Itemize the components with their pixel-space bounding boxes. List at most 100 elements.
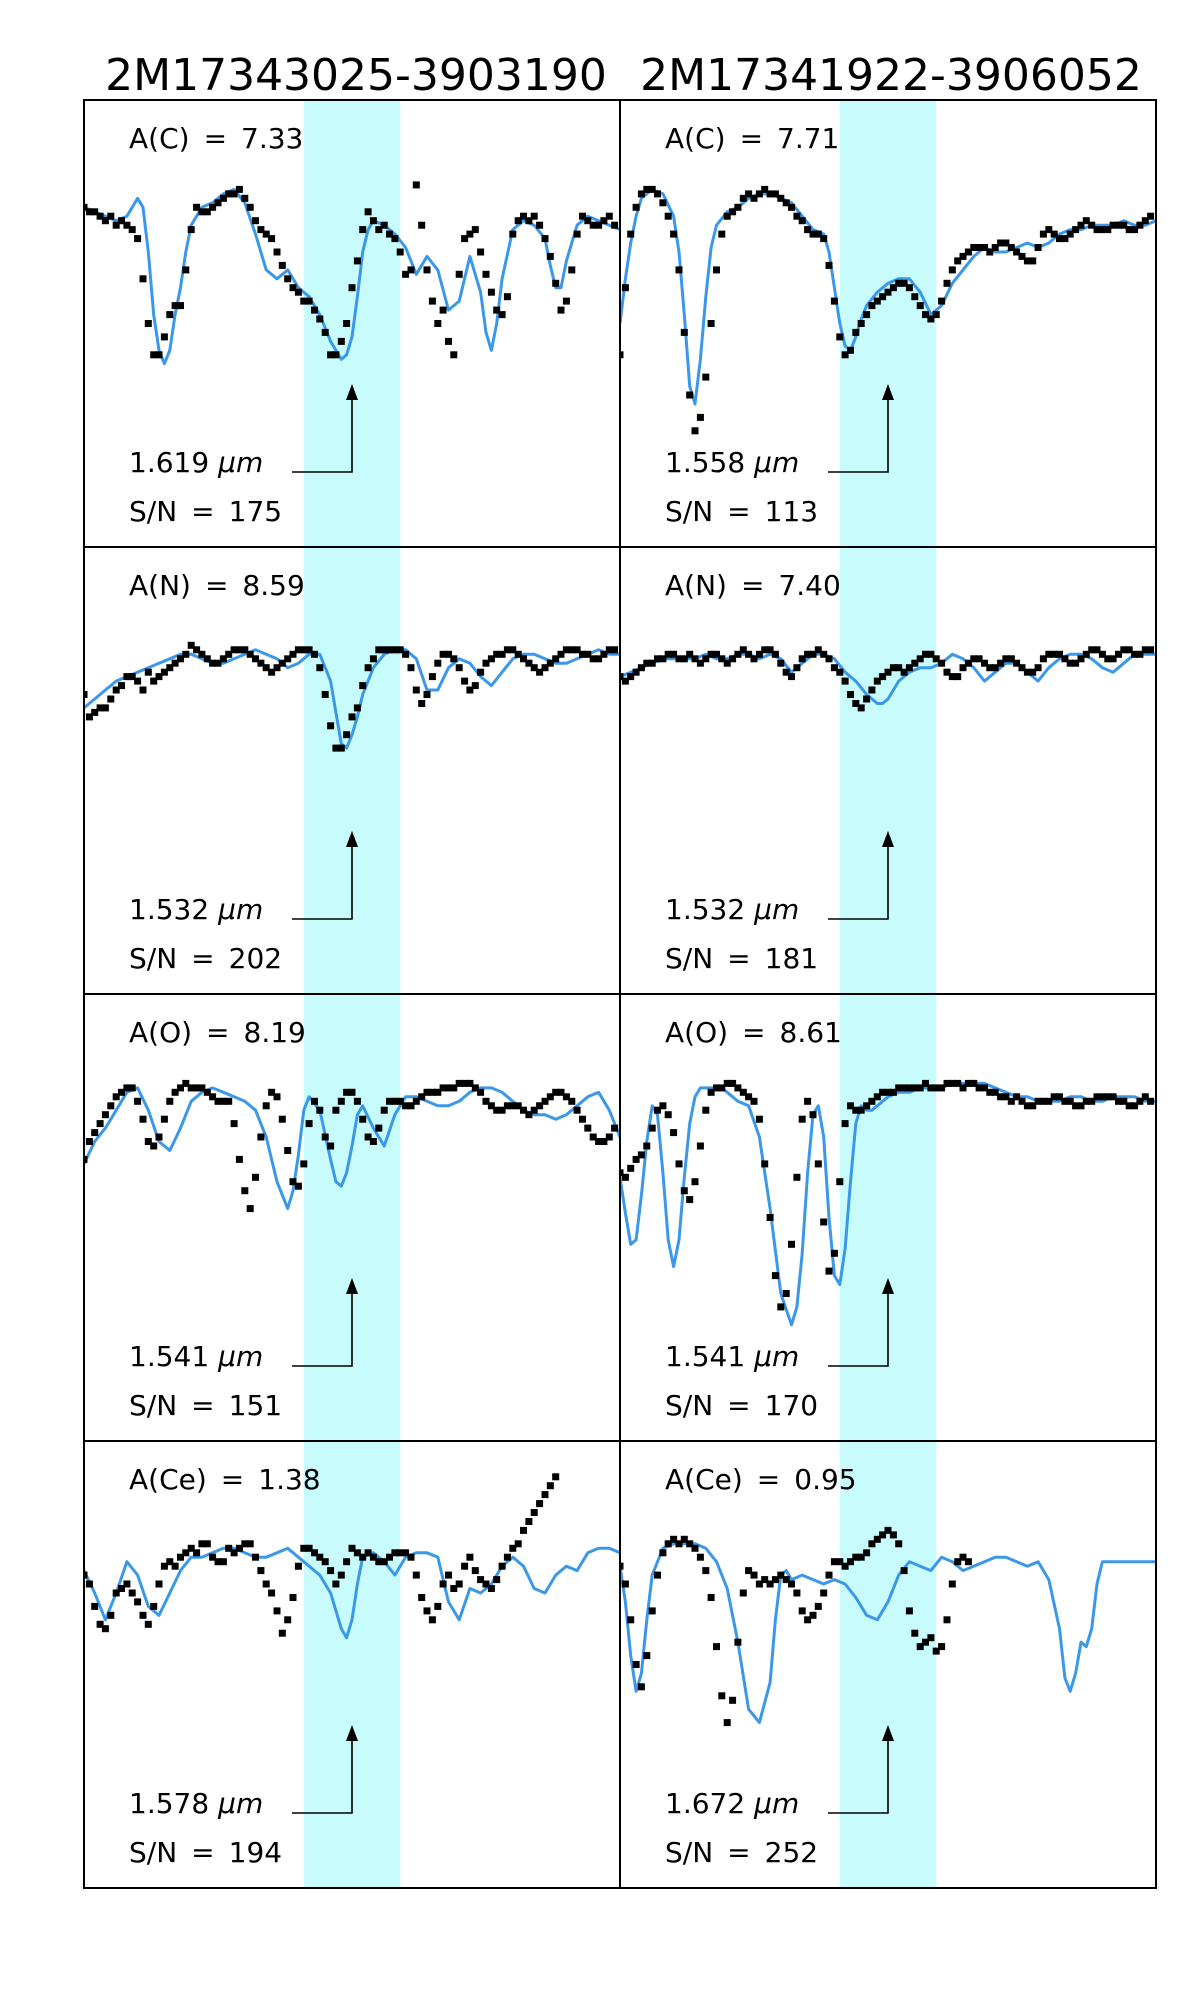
- panel-r1c1-observed-point: [905, 664, 913, 672]
- panel-r2c0-observed-point: [262, 1102, 270, 1110]
- panel-r1c1-observed-point: [1082, 650, 1090, 658]
- panel-r2c1-observed-point: [1088, 1097, 1096, 1105]
- panel-r0c0-observed-point: [396, 248, 404, 256]
- panel-r1c0-observed-point: [150, 677, 158, 685]
- panel-r3c1-observed-point: [659, 1549, 667, 1557]
- panel-r3c0-observed-point: [530, 1509, 538, 1516]
- panel-r2c1-observed-point: [755, 1115, 763, 1123]
- panel-r0c0-observed-point: [595, 221, 603, 229]
- panel-r3c0-marker-arrow-head: [346, 1725, 358, 1741]
- panel-r0c1-observed-point: [1125, 226, 1133, 234]
- panel-r2c1-observed-point: [620, 1169, 624, 1177]
- panel-r0c0-observed-point: [91, 208, 99, 216]
- panel-r0c0-observed-point: [118, 217, 125, 225]
- panel-r3c0-observed-point: [166, 1558, 174, 1566]
- panel-r1c1-observed-points: [620, 646, 1155, 712]
- panel-r1c0-observed-point: [375, 646, 383, 654]
- panel-r0c0-observed-point: [85, 208, 93, 216]
- panel-r0c0-observed-point: [252, 217, 259, 225]
- panel-r1c1-observed-point: [1029, 668, 1037, 676]
- panel-r1c0-observed-point: [225, 650, 233, 658]
- panel-r0c1-observed-point: [1104, 226, 1112, 234]
- panel-r3c0-observed-point: [321, 1558, 329, 1566]
- panel-r1c1-observed-point: [777, 659, 785, 667]
- panel-r0c1-observed-point: [922, 311, 929, 319]
- panel-r1c0-observed-point: [487, 655, 495, 663]
- panel-r2c1-observed-point: [889, 1088, 897, 1096]
- panel-r1c0-observed-point: [579, 650, 586, 658]
- panel-r1c0-observed-point: [311, 650, 318, 658]
- panel-r1c1-observed-point: [1131, 650, 1139, 658]
- panel-r0c0: A(C) = 7.33 1.619 μm S/N = 175: [83, 99, 621, 548]
- panel-r3c0-observed-point: [85, 1580, 93, 1588]
- panel-r2c0-observed-point: [187, 1084, 195, 1092]
- panel-r3c0-observed-point: [461, 1562, 469, 1570]
- panel-r1c1-observed-point: [1013, 659, 1021, 667]
- panel-r2c1-observed-point: [1050, 1093, 1058, 1101]
- panel-r0c0-observed-point: [407, 266, 415, 274]
- panel-r3c0-observed-point: [305, 1544, 313, 1552]
- panel-r2c0-observed-point: [461, 1079, 469, 1087]
- panel-r2c0-observed-point: [503, 1102, 511, 1110]
- panel-r3c1-observed-point: [750, 1571, 758, 1579]
- panel-r1c0-observed-point: [96, 704, 104, 712]
- panel-r3c1-observed-point: [970, 0, 977, 7]
- panel-r3c1-abundance-equals: =: [757, 1463, 780, 1496]
- panel-r0c0-plot-area: [84, 181, 620, 366]
- panel-r1c0-observed-point: [101, 704, 109, 712]
- panel-r1c1: A(N) = 7.40 1.532 μm S/N = 181: [619, 546, 1157, 995]
- panel-r3c0-observed-point: [536, 1500, 544, 1508]
- panel-r2c1-observed-point: [873, 1093, 881, 1101]
- panel-r2c1-observed-point: [1045, 1097, 1053, 1105]
- panel-r0c0-observed-point: [171, 302, 179, 310]
- panel-r0c0-observed-point: [177, 302, 184, 310]
- panel-r2c0-observed-point: [150, 1142, 158, 1150]
- panel-r1c1-observed-point: [900, 668, 908, 676]
- panel-r1c1-observed-point: [852, 700, 860, 707]
- panel-r3c0-observed-point: [611, 0, 618, 7]
- panel-r0c1-observed-point: [836, 333, 844, 341]
- panel-r3c1-observed-point: [943, 1616, 951, 1624]
- panel-r2c1-observed-point: [1066, 1097, 1074, 1105]
- panel-r0c0-observed-point: [246, 203, 254, 211]
- panel-r1c0-observed-point: [439, 650, 447, 658]
- panel-r3c0-observed-point: [503, 1553, 511, 1561]
- panel-r0c1-observed-point: [793, 212, 801, 220]
- panel-r3c1-observed-point: [1051, 0, 1058, 7]
- panel-r2c0-observed-point: [305, 1120, 313, 1128]
- panel-r0c1-observed-point: [1147, 212, 1155, 220]
- panel-r3c0-observed-point: [316, 1553, 324, 1561]
- panel-r1c1-observed-point: [729, 655, 737, 663]
- panel-r3c0-observed-point: [375, 1558, 383, 1566]
- panel-r3c1-abundance-name: A(Ce): [665, 1463, 743, 1496]
- panel-r2c0-observed-point: [589, 1133, 597, 1141]
- panel-r1c1-observed-point: [707, 650, 715, 658]
- panel-r3c1-observed-point: [691, 1544, 699, 1552]
- panel-r2c1-observed-point: [1007, 1097, 1015, 1105]
- panel-r3c0-observed-point: [552, 1473, 560, 1481]
- panel-r2c1-observed-point: [745, 1093, 753, 1101]
- panel-r2c0-wavelength-label: 1.541 μm: [129, 1340, 263, 1373]
- panel-r1c0-observed-point: [198, 650, 206, 658]
- panel-r2c0-observed-point: [252, 1173, 259, 1181]
- panel-r2c1-abundance-value: 8.61: [780, 1016, 842, 1049]
- panel-r1c0-wavelength-label: 1.532 μm: [129, 893, 263, 926]
- panel-r2c1-wavelength-unit: μm: [753, 1340, 799, 1373]
- panel-r0c0-observed-point: [193, 203, 201, 211]
- panel-r1c0-observed-point: [193, 646, 201, 654]
- panel-r0c0-observed-point: [230, 190, 238, 198]
- panel-r1c0-sn-value: 202: [229, 942, 282, 975]
- panel-r0c0-observed-point: [278, 261, 286, 269]
- panel-r0c0-observed-point: [445, 337, 452, 345]
- panel-r0c1-observed-point: [696, 413, 704, 421]
- panel-r3c1-observed-point: [916, 1643, 924, 1651]
- panel-r0c0-sn-label: S/N = 175: [129, 495, 282, 528]
- panel-r1c1-observed-point: [1039, 655, 1047, 663]
- panel-r2c1-sn-equals: =: [727, 1389, 750, 1422]
- panel-r1c1-observed-point: [1061, 655, 1069, 663]
- panel-r1c1-observed-point: [1088, 646, 1096, 654]
- panel-r1c1-observed-point: [691, 655, 699, 663]
- panel-r2c1-observed-point: [959, 1084, 967, 1092]
- panel-r2c1-marker-arrow-head: [882, 1278, 894, 1294]
- panel-r2c0-observed-point: [428, 1088, 436, 1096]
